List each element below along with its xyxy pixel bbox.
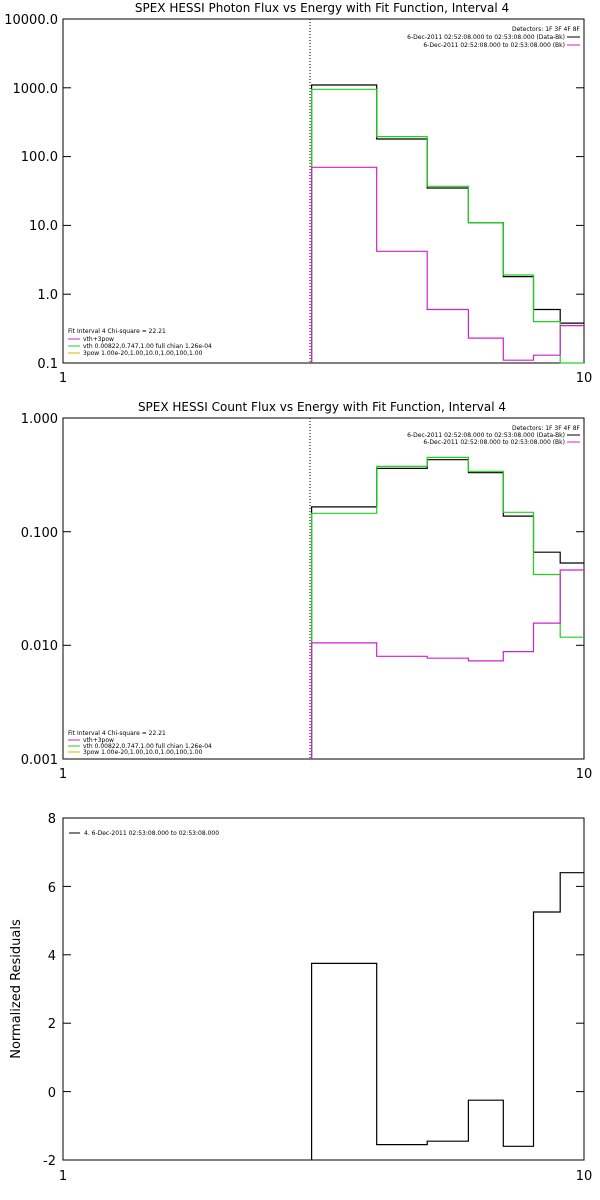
- residuals-ytick-0: 0: [48, 1086, 56, 1101]
- residuals-series-layer: [311, 872, 584, 1160]
- count-flux-xtick-10: 10: [576, 767, 593, 782]
- photon-flux-ytick-1000: 1000.0: [13, 82, 59, 97]
- photon-flux-ytick-1: 1.0: [37, 288, 58, 303]
- photon-flux-legend-databk: 6-Dec-2011 02:52:08.000 to 02:53:08.000 …: [407, 34, 565, 41]
- count-flux-series-layer: [311, 456, 584, 759]
- photon-flux-legend-bk: 6-Dec-2011 02:52:08.000 to 02:53:08.000 …: [423, 42, 565, 49]
- count-flux-ytick-0.100: 0.100: [21, 526, 58, 541]
- photon-flux-legend-top: Detectors: 1F 3F 4F 8F 6-Dec-2011 02:52:…: [407, 26, 580, 49]
- count-flux-legend-top: Detectors: 1F 3F 4F 8F 6-Dec-2011 02:52:…: [407, 425, 580, 446]
- count-flux-frame: [62, 417, 585, 760]
- photon-flux-series-model: [311, 88, 584, 364]
- residuals-panel: -2 0 2 4 6 8 1 10 Normalized Residuals 4…: [9, 812, 592, 1184]
- count-flux-panel: SPEX HESSI Count Flux vs Energy with Fit…: [21, 400, 592, 782]
- photon-flux-legend-bottom: Fit Interval 4 Chi-square = 22.21 vth+3p…: [68, 328, 212, 357]
- photon-flux-axes: [63, 87, 584, 295]
- count-flux-ytick-0.001: 0.001: [21, 753, 58, 768]
- photon-flux-ytick-10000: 10000.0: [4, 13, 58, 28]
- residuals-legend-label: 4. 6-Dec-2011 02:53:08.000 to 02:53:08.0…: [84, 830, 219, 837]
- residuals-ylabel: Normalized Residuals: [9, 919, 24, 1059]
- photon-flux-series-background: [311, 166, 584, 363]
- photon-flux-ytick-10: 10.0: [29, 219, 58, 234]
- residuals-ytick-8: 8: [48, 812, 56, 827]
- residuals-frame: [62, 817, 585, 1161]
- residuals-ytick-2: 2: [48, 1017, 56, 1032]
- count-flux-series-data-bk: [311, 459, 584, 759]
- residuals-ytick--2: -2: [43, 1154, 56, 1169]
- count-flux-axes: [63, 531, 584, 646]
- count-flux-legend-model: vth+3pow: [83, 737, 114, 744]
- residuals-ytick-6: 6: [48, 881, 56, 896]
- photon-flux-title: SPEX HESSI Photon Flux vs Energy with Fi…: [135, 1, 509, 15]
- count-flux-legend-bottom: Fit Interval 4 Chi-square = 22.21 vth+3p…: [68, 730, 212, 756]
- photon-flux-ytick-0.1: 0.1: [37, 357, 58, 372]
- residuals-ytick-4: 4: [48, 949, 56, 964]
- photon-flux-ytick-100: 100.0: [21, 150, 58, 165]
- photon-flux-legend-3pow: 3pow 1.00e-20,1.00,10.0,1.00,100,1.00: [83, 350, 203, 357]
- photon-flux-frame: [62, 18, 585, 364]
- photon-flux-panel: SPEX HESSI Photon Flux vs Energy with Fi…: [4, 1, 592, 386]
- residuals-xtick-10: 10: [576, 1169, 593, 1184]
- photon-flux-xtick-10: 10: [576, 371, 593, 386]
- count-flux-legend-detectors: Detectors: 1F 3F 4F 8F: [512, 425, 581, 432]
- count-flux-xtick-1: 1: [59, 767, 67, 782]
- residuals-legend: 4. 6-Dec-2011 02:53:08.000 to 02:53:08.0…: [69, 830, 219, 837]
- photon-flux-legend-fit: Fit Interval 4 Chi-square = 22.21: [68, 328, 166, 335]
- count-flux-legend-databk: 6-Dec-2011 02:52:08.000 to 02:53:08.000 …: [407, 432, 565, 439]
- count-flux-series-model: [311, 456, 584, 759]
- count-flux-ytick-1.000: 1.000: [21, 412, 58, 427]
- photon-flux-xtick-1: 1: [59, 371, 67, 386]
- residuals-axes: [63, 885, 584, 1093]
- residuals-series-data-bk: [311, 872, 584, 1160]
- photon-flux-legend-detectors: Detectors: 1F 3F 4F 8F: [512, 26, 581, 33]
- count-flux-legend-vth: vth 0.00822,0.747,1.00 full chian 1.26e-…: [83, 743, 212, 750]
- count-flux-series-background: [311, 569, 584, 759]
- photon-flux-legend-model: vth+3pow: [83, 336, 114, 343]
- count-flux-ytick-0.010: 0.010: [21, 639, 58, 654]
- count-flux-legend-bk: 6-Dec-2011 02:52:08.000 to 02:53:08.000 …: [423, 439, 565, 446]
- count-flux-title: SPEX HESSI Count Flux vs Energy with Fit…: [138, 400, 506, 414]
- residuals-xtick-1: 1: [59, 1169, 67, 1184]
- count-flux-legend-fit: Fit Interval 4 Chi-square = 22.21: [68, 730, 166, 737]
- count-flux-legend-3pow: 3pow 1.00e-20,1.00,10.0,1.00,100,1.00: [83, 749, 203, 756]
- photon-flux-legend-vth: vth 0.00822,0.747,1.00 full chian 1.26e-…: [83, 343, 212, 350]
- photon-flux-series-layer: [311, 84, 584, 364]
